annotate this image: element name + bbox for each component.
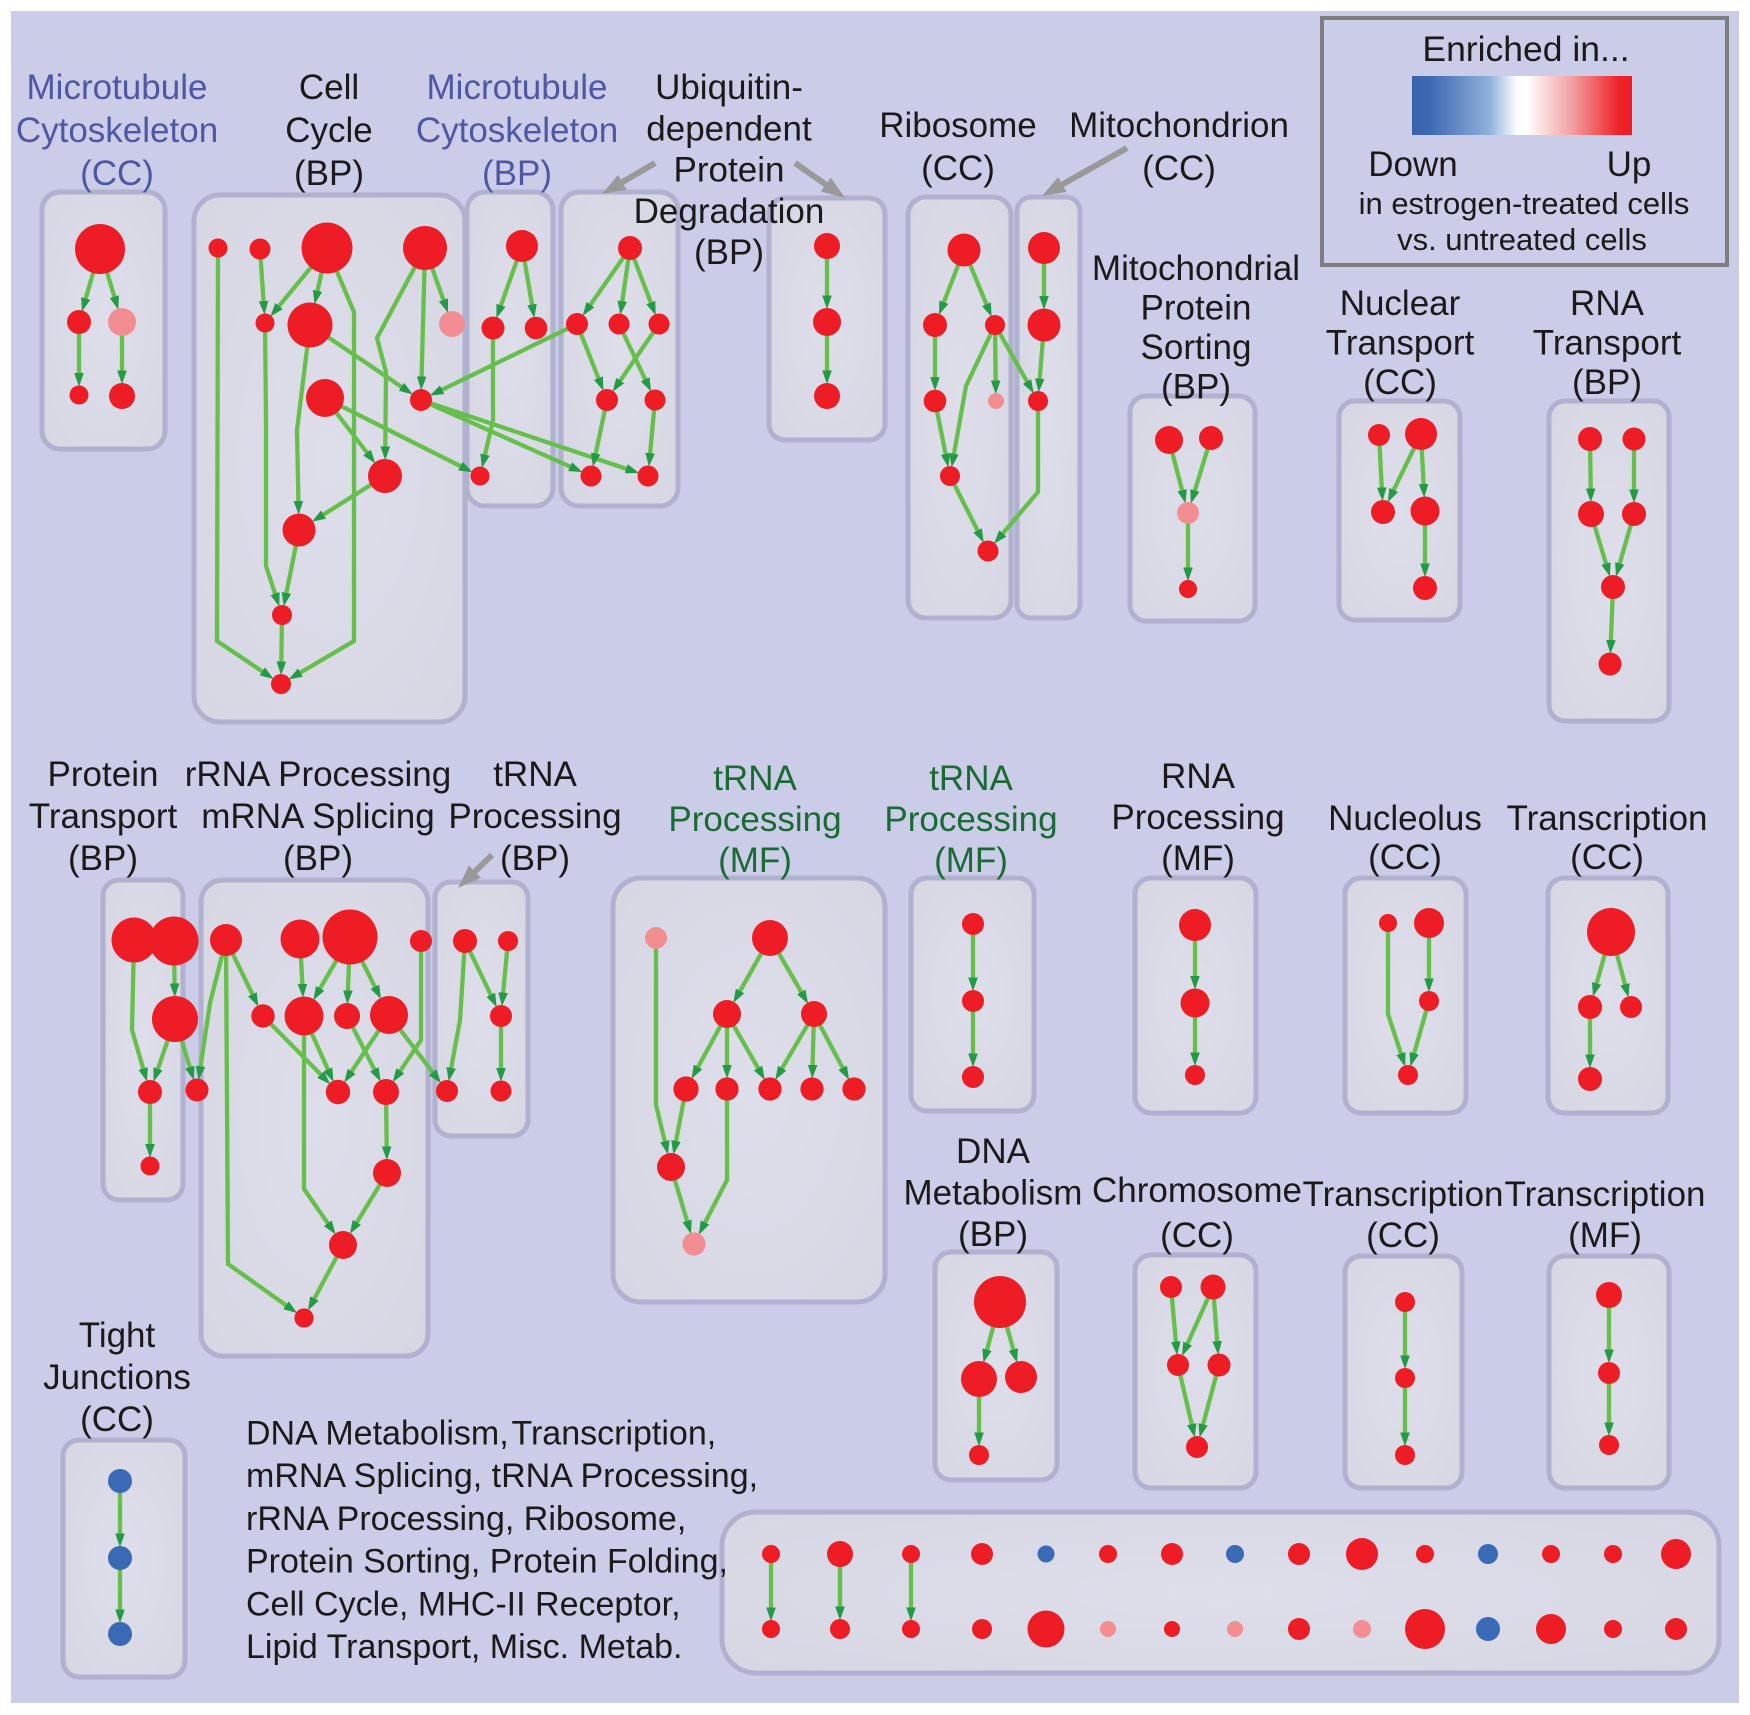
svg-text:Lipid Transport, Misc. Metab.: Lipid Transport, Misc. Metab. (246, 1628, 683, 1666)
svg-text:(BP): (BP) (68, 839, 138, 878)
svg-text:Protein: Protein (1141, 289, 1252, 328)
svg-text:Processing: Processing (884, 800, 1057, 839)
svg-text:Processing: Processing (448, 797, 621, 836)
svg-text:(CC): (CC) (1142, 149, 1216, 188)
svg-text:Protein: Protein (674, 151, 785, 190)
svg-text:Nucleolus: Nucleolus (1328, 799, 1482, 838)
svg-text:Nuclear: Nuclear (1340, 284, 1461, 323)
svg-text:Transport: Transport (29, 797, 178, 836)
svg-text:Processing: Processing (668, 800, 841, 839)
svg-text:in estrogen-treated cells: in estrogen-treated cells (1359, 186, 1690, 221)
svg-text:Transport: Transport (1326, 324, 1475, 363)
svg-text:(BP): (BP) (500, 839, 570, 878)
svg-text:Enriched in...: Enriched in... (1422, 29, 1629, 69)
svg-text:(BP): (BP) (294, 154, 364, 193)
svg-text:RNA: RNA (1570, 284, 1645, 323)
svg-text:Protein Sorting, Protein Foldi: Protein Sorting, Protein Folding, (246, 1543, 728, 1581)
svg-text:Microtubule: Microtubule (427, 68, 608, 107)
svg-text:Tight: Tight (79, 1316, 156, 1355)
svg-text:DNA Metabolism, Transcription,: DNA Metabolism, Transcription, (246, 1415, 716, 1453)
svg-text:(BP): (BP) (1161, 368, 1231, 407)
svg-text:tRNA: tRNA (713, 759, 797, 798)
svg-text:(BP): (BP) (482, 154, 552, 193)
svg-text:(CC): (CC) (1366, 1216, 1440, 1255)
svg-text:Transcription: Transcription (1507, 799, 1708, 838)
svg-text:Ribosome: Ribosome (879, 106, 1037, 145)
svg-text:Transcription: Transcription (1505, 1175, 1706, 1214)
svg-text:(BP): (BP) (283, 839, 353, 878)
svg-text:Up: Up (1607, 145, 1652, 184)
svg-text:(BP): (BP) (694, 233, 764, 272)
svg-text:Junctions: Junctions (43, 1358, 191, 1397)
svg-text:Metabolism: Metabolism (904, 1174, 1083, 1213)
svg-text:(CC): (CC) (921, 149, 995, 188)
svg-text:(BP): (BP) (1572, 363, 1642, 402)
svg-text:Degradation: Degradation (634, 192, 825, 231)
svg-text:Processing: Processing (1111, 798, 1284, 837)
svg-text:(CC): (CC) (80, 1400, 154, 1439)
svg-text:(CC): (CC) (80, 154, 154, 193)
svg-text:Cell: Cell (299, 68, 359, 107)
svg-text:DNA: DNA (956, 1132, 1031, 1171)
svg-text:(CC): (CC) (1160, 1216, 1234, 1255)
svg-text:Protein: Protein (48, 755, 159, 794)
svg-text:rRNA Processing: rRNA Processing (185, 755, 451, 794)
svg-text:(BP): (BP) (958, 1215, 1028, 1254)
svg-text:mRNA Splicing, tRNA Processing: mRNA Splicing, tRNA Processing, (246, 1457, 758, 1495)
svg-text:Mitochondrion: Mitochondrion (1069, 106, 1289, 145)
svg-text:rRNA Processing, Ribosome,: rRNA Processing, Ribosome, (246, 1500, 686, 1538)
svg-text:(MF): (MF) (934, 841, 1008, 880)
svg-text:tRNA: tRNA (929, 759, 1013, 798)
svg-text:(CC): (CC) (1570, 838, 1644, 877)
svg-text:Cell Cycle, MHC-II Receptor,: Cell Cycle, MHC-II Receptor, (246, 1585, 681, 1623)
svg-text:(MF): (MF) (1161, 839, 1235, 878)
svg-text:Microtubule: Microtubule (27, 68, 208, 107)
svg-text:Transport: Transport (1533, 324, 1682, 363)
svg-text:(CC): (CC) (1363, 363, 1437, 402)
svg-text:(MF): (MF) (1568, 1216, 1642, 1255)
svg-text:(CC): (CC) (1368, 838, 1442, 877)
svg-text:Mitochondrial: Mitochondrial (1092, 249, 1300, 288)
svg-text:Ubiquitin-: Ubiquitin- (655, 68, 803, 107)
svg-text:Chromosome: Chromosome (1092, 1171, 1302, 1210)
svg-text:Cytoskeleton: Cytoskeleton (16, 111, 218, 150)
svg-text:dependent: dependent (646, 109, 812, 148)
svg-text:Down: Down (1368, 145, 1457, 184)
svg-text:vs. untreated cells: vs. untreated cells (1397, 222, 1647, 257)
svg-text:(MF): (MF) (718, 841, 792, 880)
svg-text:RNA: RNA (1161, 757, 1236, 796)
svg-text:tRNA: tRNA (493, 755, 577, 794)
svg-text:Transcription: Transcription (1303, 1175, 1504, 1214)
svg-text:Cycle: Cycle (285, 111, 373, 150)
svg-text:Sorting: Sorting (1141, 328, 1252, 367)
svg-text:Cytoskeleton: Cytoskeleton (416, 111, 618, 150)
svg-text:mRNA Splicing: mRNA Splicing (201, 797, 434, 836)
